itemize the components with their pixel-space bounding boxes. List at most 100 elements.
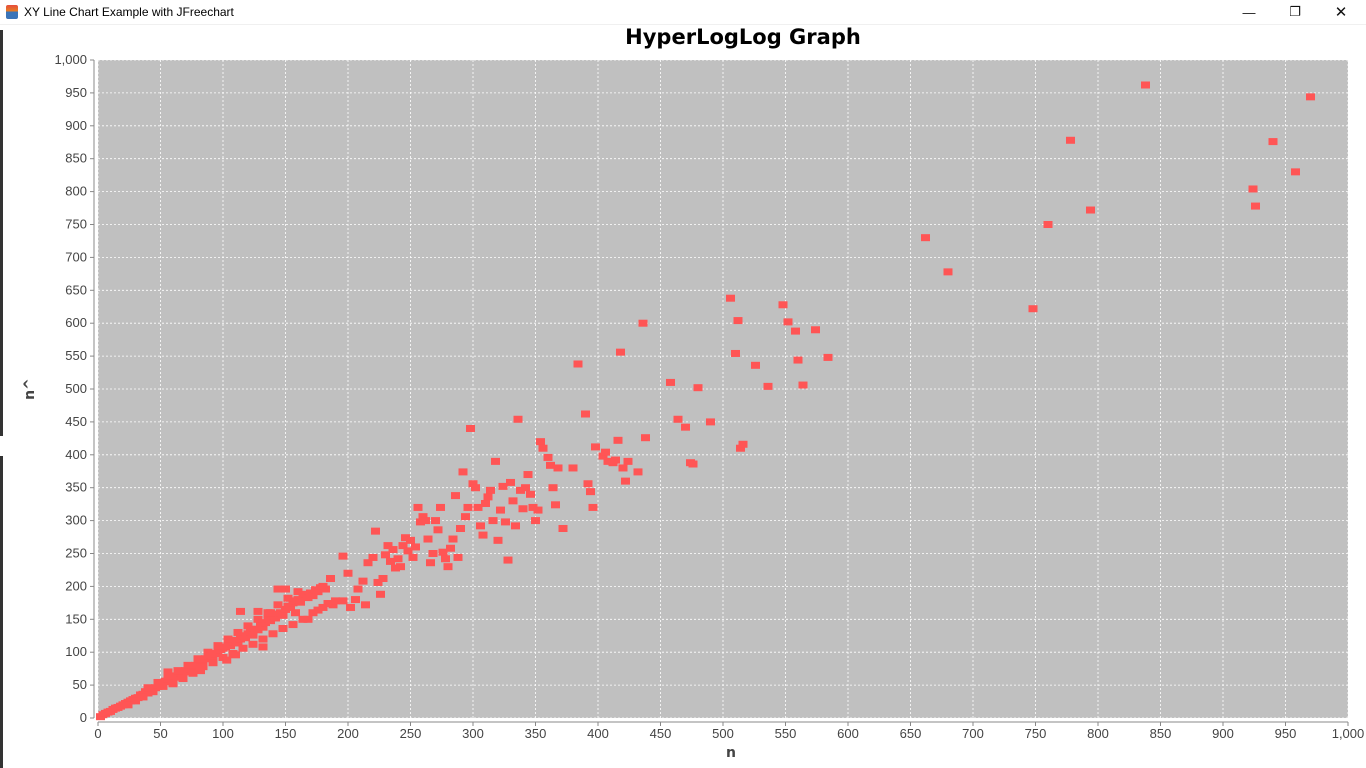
data-point — [618, 464, 628, 472]
data-point — [198, 663, 208, 671]
data-point — [453, 553, 463, 561]
data-point — [1291, 168, 1300, 176]
data-point — [573, 360, 583, 368]
data-point — [371, 527, 380, 535]
data-point — [553, 464, 563, 472]
data-point — [731, 349, 740, 357]
data-point — [551, 501, 560, 509]
x-axis-label: n — [726, 745, 736, 761]
data-point — [486, 486, 495, 494]
data-point — [386, 557, 395, 565]
data-point — [328, 601, 338, 609]
x-tick-label: 550 — [775, 726, 797, 741]
data-point — [501, 518, 510, 526]
x-tick-label: 500 — [712, 726, 734, 741]
data-point — [421, 517, 430, 525]
data-point — [1248, 185, 1258, 193]
data-point — [168, 676, 178, 684]
data-point — [286, 603, 295, 611]
data-point — [378, 575, 388, 583]
data-point — [443, 563, 453, 571]
data-point — [158, 682, 168, 690]
data-point — [313, 588, 323, 596]
data-point — [601, 448, 610, 456]
data-point — [411, 543, 420, 551]
data-point — [518, 505, 528, 513]
data-point — [188, 669, 198, 677]
maximize-icon[interactable]: ❐ — [1289, 4, 1301, 19]
data-point — [548, 484, 558, 492]
data-point — [428, 550, 438, 557]
data-point — [231, 651, 240, 659]
data-point — [293, 588, 303, 596]
data-point — [178, 671, 188, 679]
data-point — [388, 546, 398, 554]
java-app-icon — [6, 5, 18, 19]
data-point — [603, 457, 613, 465]
data-point — [413, 503, 423, 511]
data-point — [458, 468, 468, 476]
data-point — [738, 440, 748, 448]
y-axis-label: n^ — [22, 378, 38, 400]
data-point — [283, 594, 293, 602]
data-point — [503, 556, 513, 564]
data-point — [381, 551, 390, 559]
data-point — [178, 675, 188, 683]
y-tick-label: 350 — [65, 480, 87, 495]
data-point — [613, 436, 623, 444]
data-point — [153, 678, 163, 686]
data-point — [943, 268, 953, 276]
data-point — [508, 497, 518, 505]
y-tick-label: 250 — [65, 546, 87, 561]
window-title: XY Line Chart Example with JFreechart — [24, 5, 234, 19]
window-titlebar: XY Line Chart Example with JFreechart — … — [0, 0, 1366, 25]
data-point — [163, 668, 173, 676]
data-point — [163, 672, 173, 680]
y-tick-label: 200 — [65, 578, 87, 593]
data-point — [273, 585, 283, 593]
data-point — [528, 503, 538, 511]
data-point — [688, 460, 698, 468]
x-tick-label: 600 — [837, 726, 859, 741]
y-tick-label: 1,000 — [54, 52, 87, 67]
data-point — [236, 607, 245, 615]
x-tick-label: 100 — [212, 726, 234, 741]
data-point — [318, 603, 328, 611]
data-point — [343, 569, 353, 577]
data-point — [368, 553, 378, 561]
data-point — [448, 535, 458, 543]
y-tick-label: 850 — [65, 151, 87, 166]
data-point — [496, 506, 505, 514]
data-point — [693, 384, 703, 392]
data-point — [168, 680, 178, 688]
data-point — [623, 457, 633, 465]
data-point — [456, 524, 465, 532]
y-tick-label: 700 — [65, 249, 87, 264]
x-tick-label: 300 — [462, 726, 484, 741]
data-point — [783, 318, 793, 326]
data-point — [131, 697, 140, 705]
data-point — [173, 667, 183, 675]
data-point — [278, 611, 288, 619]
close-icon[interactable]: ✕ — [1334, 4, 1348, 21]
data-point — [568, 464, 578, 472]
x-tick-label: 700 — [962, 726, 984, 741]
data-point — [223, 635, 233, 643]
data-point — [321, 585, 330, 593]
data-point — [361, 601, 370, 609]
x-tick-label: 950 — [1275, 726, 1297, 741]
data-point — [666, 378, 675, 386]
x-tick-label: 850 — [1150, 726, 1172, 741]
minimize-icon[interactable]: — — [1242, 4, 1256, 20]
data-point — [303, 615, 313, 623]
data-point — [353, 585, 363, 593]
y-tick-label: 150 — [65, 611, 87, 626]
x-tick-label: 150 — [275, 726, 297, 741]
data-point — [273, 601, 283, 609]
data-point — [281, 585, 290, 593]
data-point — [298, 615, 308, 623]
data-point — [521, 484, 530, 492]
data-point — [431, 517, 440, 525]
data-point — [441, 555, 450, 563]
